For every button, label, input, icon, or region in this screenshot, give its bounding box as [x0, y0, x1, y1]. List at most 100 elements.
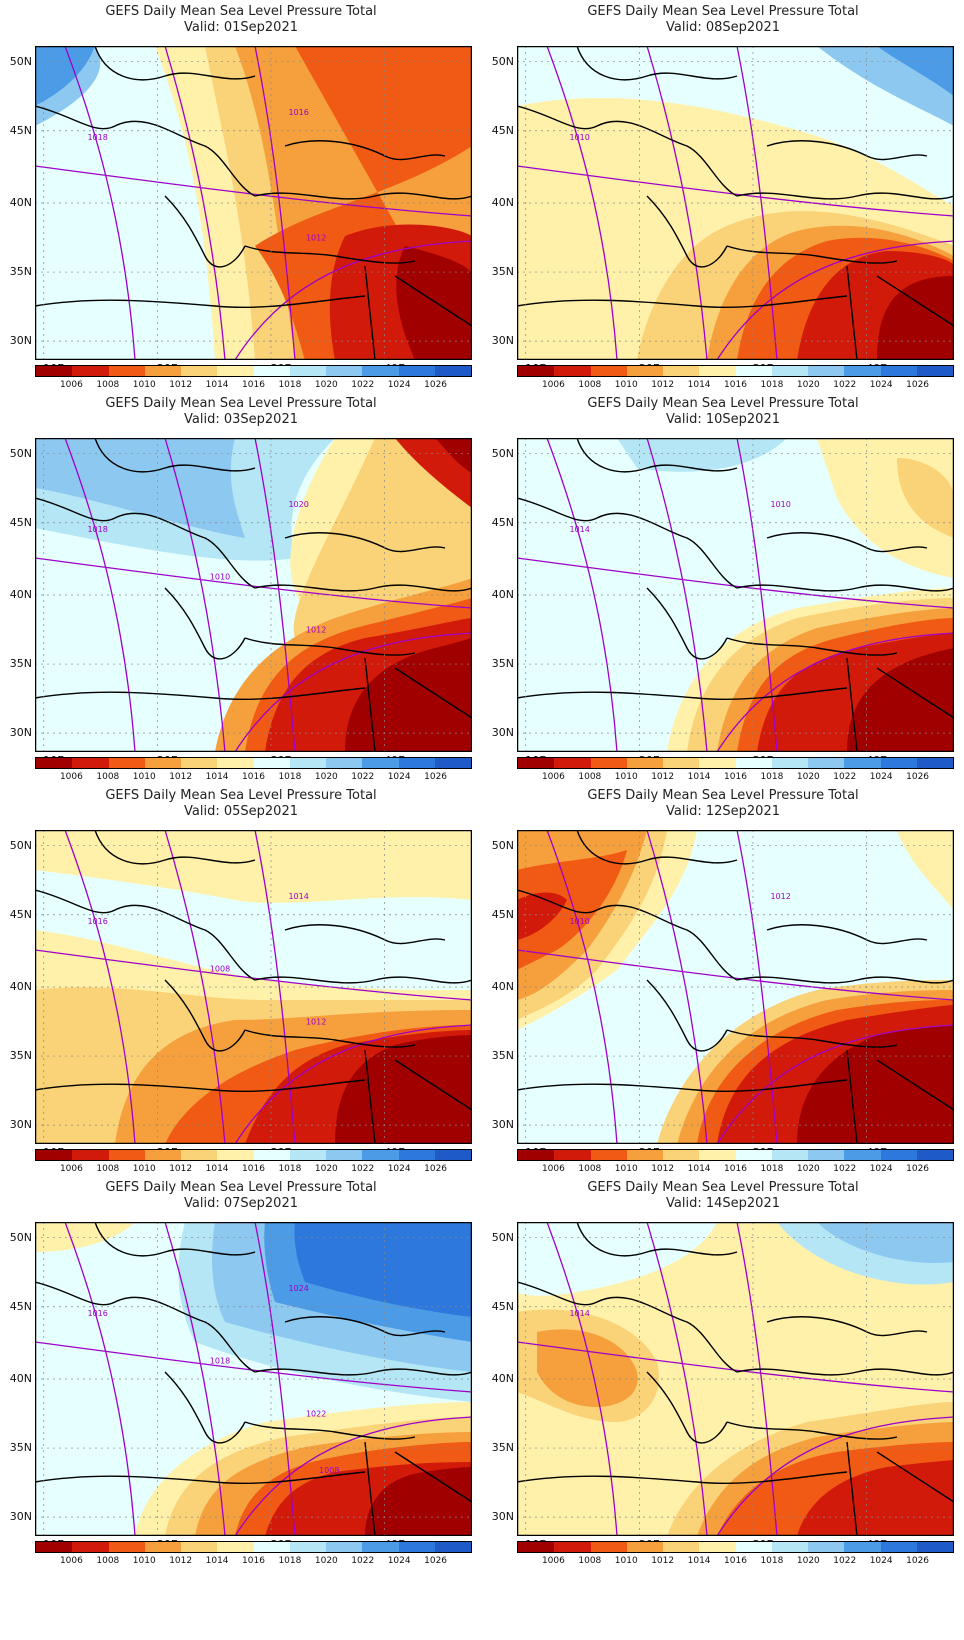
contour-label: 1020	[288, 500, 308, 509]
latitude-label: 30N	[491, 1118, 514, 1132]
colorbar-swatch	[144, 1150, 181, 1160]
colorbar-swatch	[108, 758, 145, 768]
isobar-contour	[64, 830, 136, 1144]
contour-label: 1008	[210, 964, 230, 973]
pressure-fill-region	[396, 246, 472, 360]
colorbar-level-label: 1010	[132, 1556, 156, 1566]
colorbar-swatch	[36, 758, 73, 768]
colorbar-level-label: 1024	[869, 1164, 893, 1174]
coastline	[517, 1281, 738, 1373]
colorbar-swatch	[181, 758, 218, 768]
isobar-contour	[716, 240, 954, 360]
colorbar-level-label: 1006	[59, 772, 83, 782]
coastline	[576, 438, 738, 473]
colorbar-swatch	[362, 1150, 399, 1160]
coastline	[517, 1471, 848, 1485]
coastline	[646, 1371, 728, 1444]
coastline	[364, 1049, 376, 1144]
coastline	[876, 1059, 954, 1111]
coastline	[517, 295, 848, 309]
latitude-label: 50N	[491, 446, 514, 460]
coastline	[35, 105, 256, 197]
contour-label: 1010	[770, 500, 790, 509]
colorbar-swatch	[326, 366, 363, 376]
colorbar-swatch	[735, 1150, 772, 1160]
latitude-label: 35N	[9, 265, 32, 279]
colorbar-swatch	[844, 1542, 881, 1552]
latitude-label: 45N	[9, 123, 32, 137]
colorbar-level-label: 1008	[578, 380, 602, 390]
pressure-map: 1010 1012	[517, 830, 954, 1144]
pressure-map: 1014	[517, 1222, 954, 1536]
latitude-label: 45N	[9, 907, 32, 921]
contour-label: 1016	[87, 917, 107, 926]
pressure-fill-region	[345, 638, 472, 752]
pressure-fill-region	[817, 1222, 954, 1263]
latitude-label: 35N	[491, 1049, 514, 1063]
pressure-map: 1018 1016 1012	[35, 46, 472, 360]
latitude-label: 45N	[9, 515, 32, 529]
coastline	[394, 1059, 472, 1111]
colorbar-level-label: 1010	[132, 380, 156, 390]
colorbar-swatch	[217, 758, 254, 768]
colorbar-level-label: 1014	[205, 1164, 229, 1174]
colorbar-swatch	[771, 758, 808, 768]
coastline	[394, 667, 472, 719]
colorbar	[517, 1541, 954, 1553]
colorbar-swatch	[289, 1150, 326, 1160]
colorbar-swatch	[217, 1150, 254, 1160]
pressure-fill-region	[35, 46, 95, 106]
panel-valid-date: Valid: 08Sep2021	[666, 20, 780, 35]
map-panel: GEFS Daily Mean Sea Level Pressure Total…	[0, 392, 954, 802]
isobar-contour	[546, 438, 618, 752]
colorbar-level-label: 1024	[869, 772, 893, 782]
contour-label: 1012	[306, 1018, 326, 1027]
isobar-contour	[546, 1222, 618, 1536]
colorbar-swatch	[844, 366, 881, 376]
latitude-label: 50N	[491, 838, 514, 852]
colorbar-swatch	[362, 1542, 399, 1552]
colorbar-swatch	[108, 366, 145, 376]
colorbar-level-label: 1012	[169, 380, 193, 390]
colorbar-swatch	[434, 366, 471, 376]
colorbar-level-label: 1020	[314, 1556, 338, 1566]
coastline	[94, 438, 256, 473]
colorbar-swatch	[916, 366, 953, 376]
coastline	[164, 979, 246, 1052]
colorbar-level-label: 1016	[242, 380, 265, 390]
coastline	[94, 1222, 256, 1257]
colorbar-swatch	[554, 366, 591, 376]
latitude-label: 50N	[9, 446, 32, 460]
latitude-label: 40N	[491, 1372, 514, 1385]
panel-valid-date: Valid: 01Sep2021	[184, 20, 298, 35]
coastline	[876, 275, 954, 327]
colorbar	[35, 757, 472, 769]
isobar-contour	[716, 632, 954, 752]
colorbar-swatch	[808, 1542, 845, 1552]
coastline	[846, 1441, 858, 1536]
colorbar-swatch	[590, 1150, 627, 1160]
colorbar-level-label: 1020	[796, 1556, 820, 1566]
coastline	[364, 265, 376, 360]
colorbar-swatch	[699, 758, 736, 768]
coastline	[94, 830, 256, 865]
colorbar-swatch	[590, 758, 627, 768]
map-panel: GEFS Daily Mean Sea Level Pressure Total…	[0, 784, 954, 1194]
colorbar-swatch	[880, 1542, 917, 1552]
colorbar-level-label: 1016	[724, 380, 747, 390]
latitude-label: 45N	[491, 123, 514, 137]
colorbar-level-label: 1022	[351, 1556, 375, 1566]
colorbar-swatch	[253, 366, 290, 376]
isobar-contour	[646, 1222, 708, 1536]
colorbar-level-label: 1006	[59, 1164, 83, 1174]
latitude-label: 35N	[491, 657, 514, 671]
colorbar-level-label: 1026	[424, 380, 448, 390]
colorbar-level-label: 1012	[169, 1164, 193, 1174]
colorbar-level-label: 1006	[541, 380, 565, 390]
contour-label: 1024	[288, 1284, 308, 1293]
pressure-fill-region	[35, 1222, 135, 1252]
colorbar-swatch	[771, 1150, 808, 1160]
pressure-fill-region	[897, 458, 954, 538]
panel-valid-date: Valid: 12Sep2021	[666, 804, 780, 819]
pressure-fill-region	[35, 438, 245, 538]
